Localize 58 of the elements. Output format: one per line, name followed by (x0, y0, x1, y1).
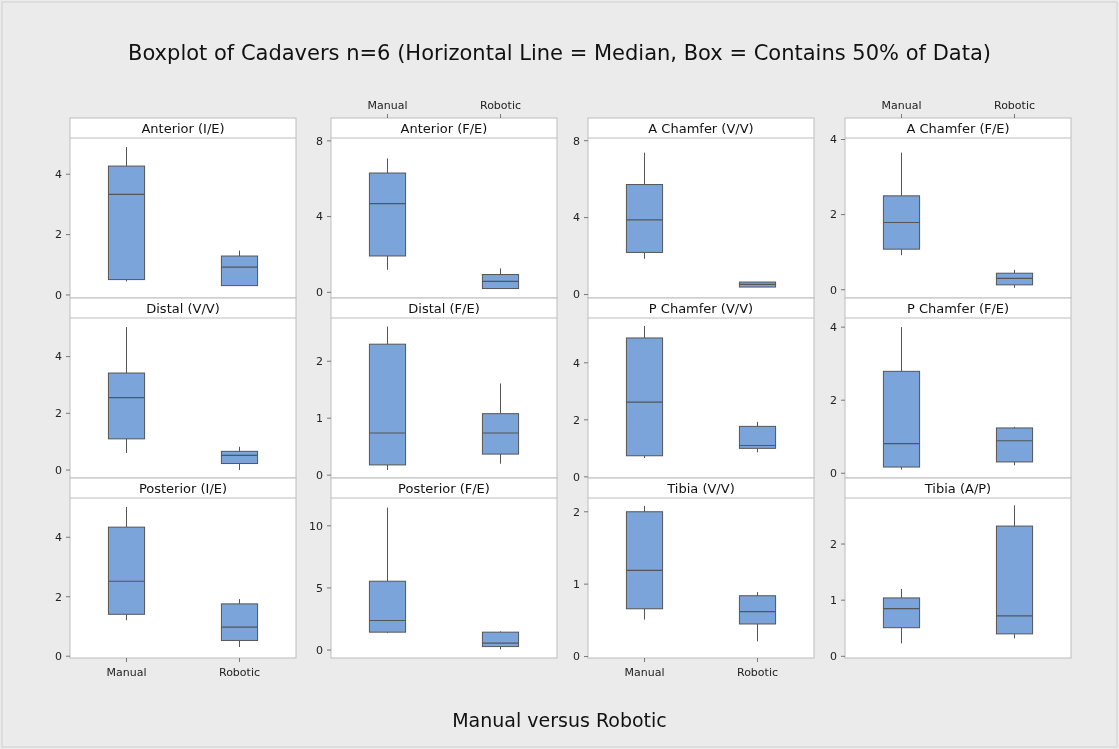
y-tick-label: 0 (316, 469, 323, 482)
chart-title: Distal (V/V) (146, 301, 220, 316)
y-tick-label: 2 (316, 355, 323, 369)
y-tick-label: 8 (573, 134, 580, 148)
x-tick-label: Robotic (479, 99, 522, 112)
chart-title: Tibia (A/P) (923, 481, 992, 496)
y-tick-label: 2 (55, 228, 62, 242)
chart-title: P Chamfer (V/V) (648, 301, 754, 316)
y-tick-label: 10 (309, 519, 323, 533)
chart-title: P Chamfer (F/E) (906, 301, 1010, 316)
y-tick-label: 2 (830, 537, 837, 551)
chart-title: Posterior (I/E) (138, 481, 228, 496)
y-tick-label: 8 (316, 134, 323, 148)
y-tick-label: 2 (55, 590, 62, 604)
y-tick-label: 2 (573, 505, 580, 519)
x-tick-label: Manual (367, 99, 408, 112)
y-tick-label: 4 (830, 320, 837, 334)
y-tick-label: 0 (830, 467, 837, 481)
y-tick-label: 0 (316, 643, 323, 657)
x-tick-label: Manual (881, 99, 922, 112)
y-tick-label: 0 (316, 286, 323, 300)
x-tick-label: Robotic (736, 666, 779, 679)
y-tick-label: 0 (830, 283, 837, 297)
x-tick-label: Manual (106, 666, 147, 679)
y-tick-label: 0 (573, 650, 580, 664)
chart-title: Anterior (F/E) (400, 121, 488, 136)
y-tick-label: 2 (55, 407, 62, 421)
y-tick-label: 1 (316, 412, 323, 426)
y-tick-label: 2 (830, 208, 837, 222)
x-tick-label: Robotic (993, 99, 1036, 112)
y-tick-label: 4 (55, 350, 62, 364)
y-tick-label: 0 (573, 288, 580, 302)
y-tick-label: 0 (55, 463, 62, 477)
x-tick-label: Manual (624, 666, 665, 679)
y-tick-label: 2 (573, 413, 580, 427)
y-tick-label: 4 (55, 531, 62, 545)
y-tick-label: 2 (830, 394, 837, 408)
y-tick-label: 0 (573, 470, 580, 484)
chart-title: Anterior (I/E) (141, 121, 225, 136)
x-tick-label: Robotic (218, 666, 261, 679)
y-tick-label: 1 (573, 578, 580, 591)
chart-title: A Chamfer (F/E) (906, 121, 1010, 136)
y-tick-label: 4 (573, 211, 580, 225)
y-tick-label: 4 (830, 133, 837, 147)
chart-title: Tibia (V/V) (666, 481, 735, 496)
chart-title: A Chamfer (V/V) (648, 121, 754, 136)
text: Manual versus Robotic (452, 709, 667, 731)
y-tick-label: 4 (316, 210, 323, 224)
y-tick-label: 0 (55, 288, 62, 302)
chart-title: Posterior (F/E) (398, 481, 490, 496)
text: Boxplot of Cadavers n=6 (Horizontal Line = Median, Box = Contains 50% of Data) (128, 41, 991, 65)
y-tick-label: 1 (830, 594, 837, 608)
y-tick-label: 5 (316, 581, 323, 595)
y-tick-label: 0 (830, 650, 837, 664)
chart-title: Distal (F/E) (408, 301, 480, 316)
y-tick-label: 4 (55, 168, 62, 182)
y-tick-label: 0 (55, 650, 62, 664)
y-tick-label: 4 (573, 356, 580, 370)
